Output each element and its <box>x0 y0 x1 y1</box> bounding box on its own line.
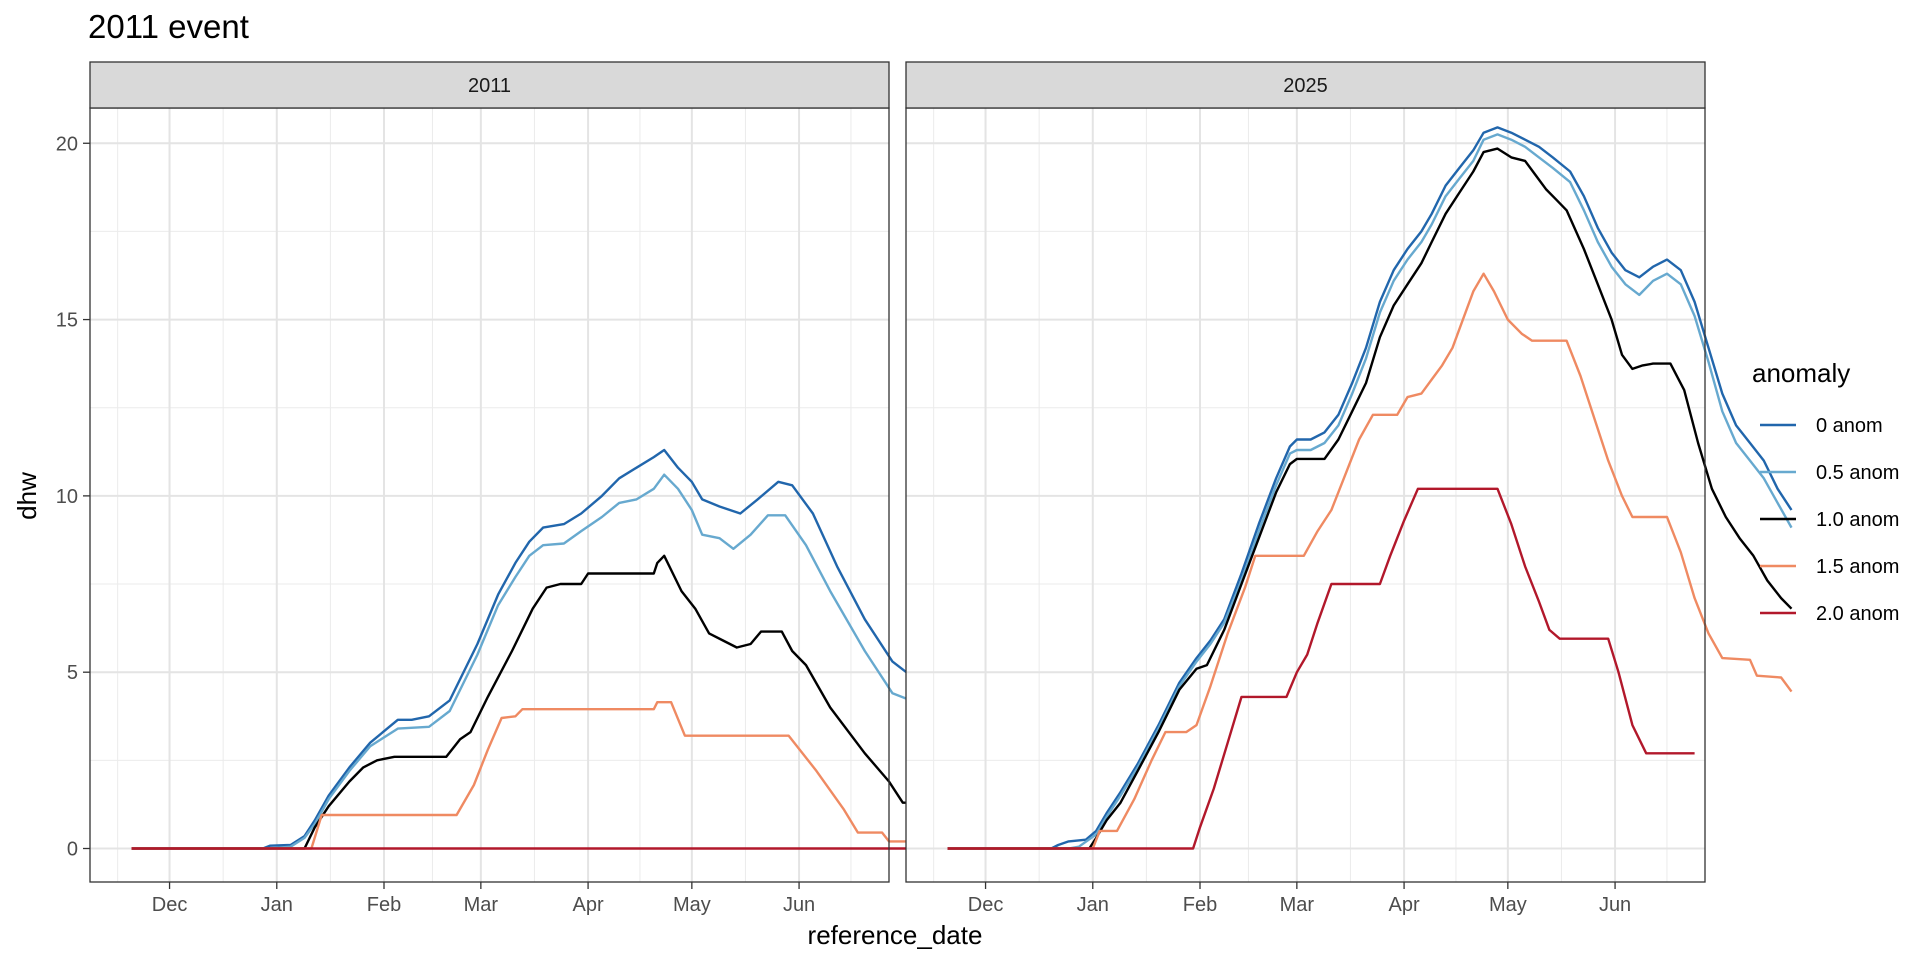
facet-panels: 2011 Dec Jan Feb Mar Apr May Jun 0 5 10 15 20 2025 Dec… <box>56 61 1793 916</box>
series-line-1-5-anom <box>947 272 1793 850</box>
x-tick-label: Apr <box>1389 894 1420 916</box>
x-tick-label: Apr <box>573 894 604 916</box>
series-line-2-0-anom <box>947 487 1695 850</box>
x-tick-label: Jan <box>261 894 293 916</box>
series-line-0-5-anom <box>131 473 1001 850</box>
series-line-1-0-anom <box>947 147 1793 850</box>
series-line-0-anom <box>131 448 1001 850</box>
y-axis-title: dhw <box>12 472 42 520</box>
x-tick-label: Jun <box>1599 894 1631 916</box>
x-tick-label: Dec <box>152 894 188 916</box>
y-tick-label: 10 <box>56 486 78 508</box>
x-tick-label: Feb <box>1183 894 1217 916</box>
legend-label: 0 anom <box>1816 415 1883 437</box>
legend-label: 1.0 anom <box>1816 509 1899 531</box>
y-tick-label: 20 <box>56 133 78 155</box>
facet-strip <box>89 61 890 109</box>
legend-entry: 2.0 anom <box>1760 603 1899 625</box>
facet-strip-label: 2025 <box>1283 75 1328 97</box>
panel-2011: 2011 Dec Jan Feb Mar Apr May Jun 0 5 10 15 20 <box>56 61 1001 916</box>
legend-label: 1.5 anom <box>1816 556 1899 578</box>
y-tick-label: 15 <box>56 310 78 332</box>
legend-label: 0.5 anom <box>1816 462 1899 484</box>
series-line-0-anom <box>947 126 1793 850</box>
series-line-0-5-anom <box>947 133 1793 850</box>
x-tick-label: Mar <box>1280 894 1315 916</box>
panel-2025: 2025 Dec Jan Feb Mar Apr May Jun <box>905 61 1793 916</box>
legend-label: 2.0 anom <box>1816 603 1899 625</box>
x-tick-label: Jan <box>1077 894 1109 916</box>
legend-entry: 1.0 anom <box>1760 509 1899 531</box>
x-tick-label: May <box>673 894 711 916</box>
facet-strip-label: 2011 <box>468 75 511 97</box>
series-line-1-5-anom <box>131 701 1000 850</box>
x-tick-label: Jun <box>783 894 815 916</box>
series-line-1-0-anom <box>131 554 1000 850</box>
facet-strip <box>905 61 1706 109</box>
legend: anomaly 0 anom 0.5 anom 1.0 anom 1.5 anom 2.0… <box>1752 358 1899 625</box>
x-tick-label: Dec <box>968 894 1004 916</box>
x-tick-label: May <box>1489 894 1527 916</box>
y-tick-label: 0 <box>67 839 78 861</box>
x-tick-label: Mar <box>464 894 499 916</box>
x-tick-label: Feb <box>367 894 401 916</box>
legend-title: anomaly <box>1752 358 1850 388</box>
legend-entry: 0 anom <box>1760 415 1883 437</box>
legend-entry: 0.5 anom <box>1760 462 1899 484</box>
x-axis-title: reference_date <box>808 920 983 950</box>
chart-title: 2011 event <box>88 8 249 45</box>
legend-entry: 1.5 anom <box>1760 556 1899 578</box>
y-tick-label: 5 <box>67 662 78 684</box>
